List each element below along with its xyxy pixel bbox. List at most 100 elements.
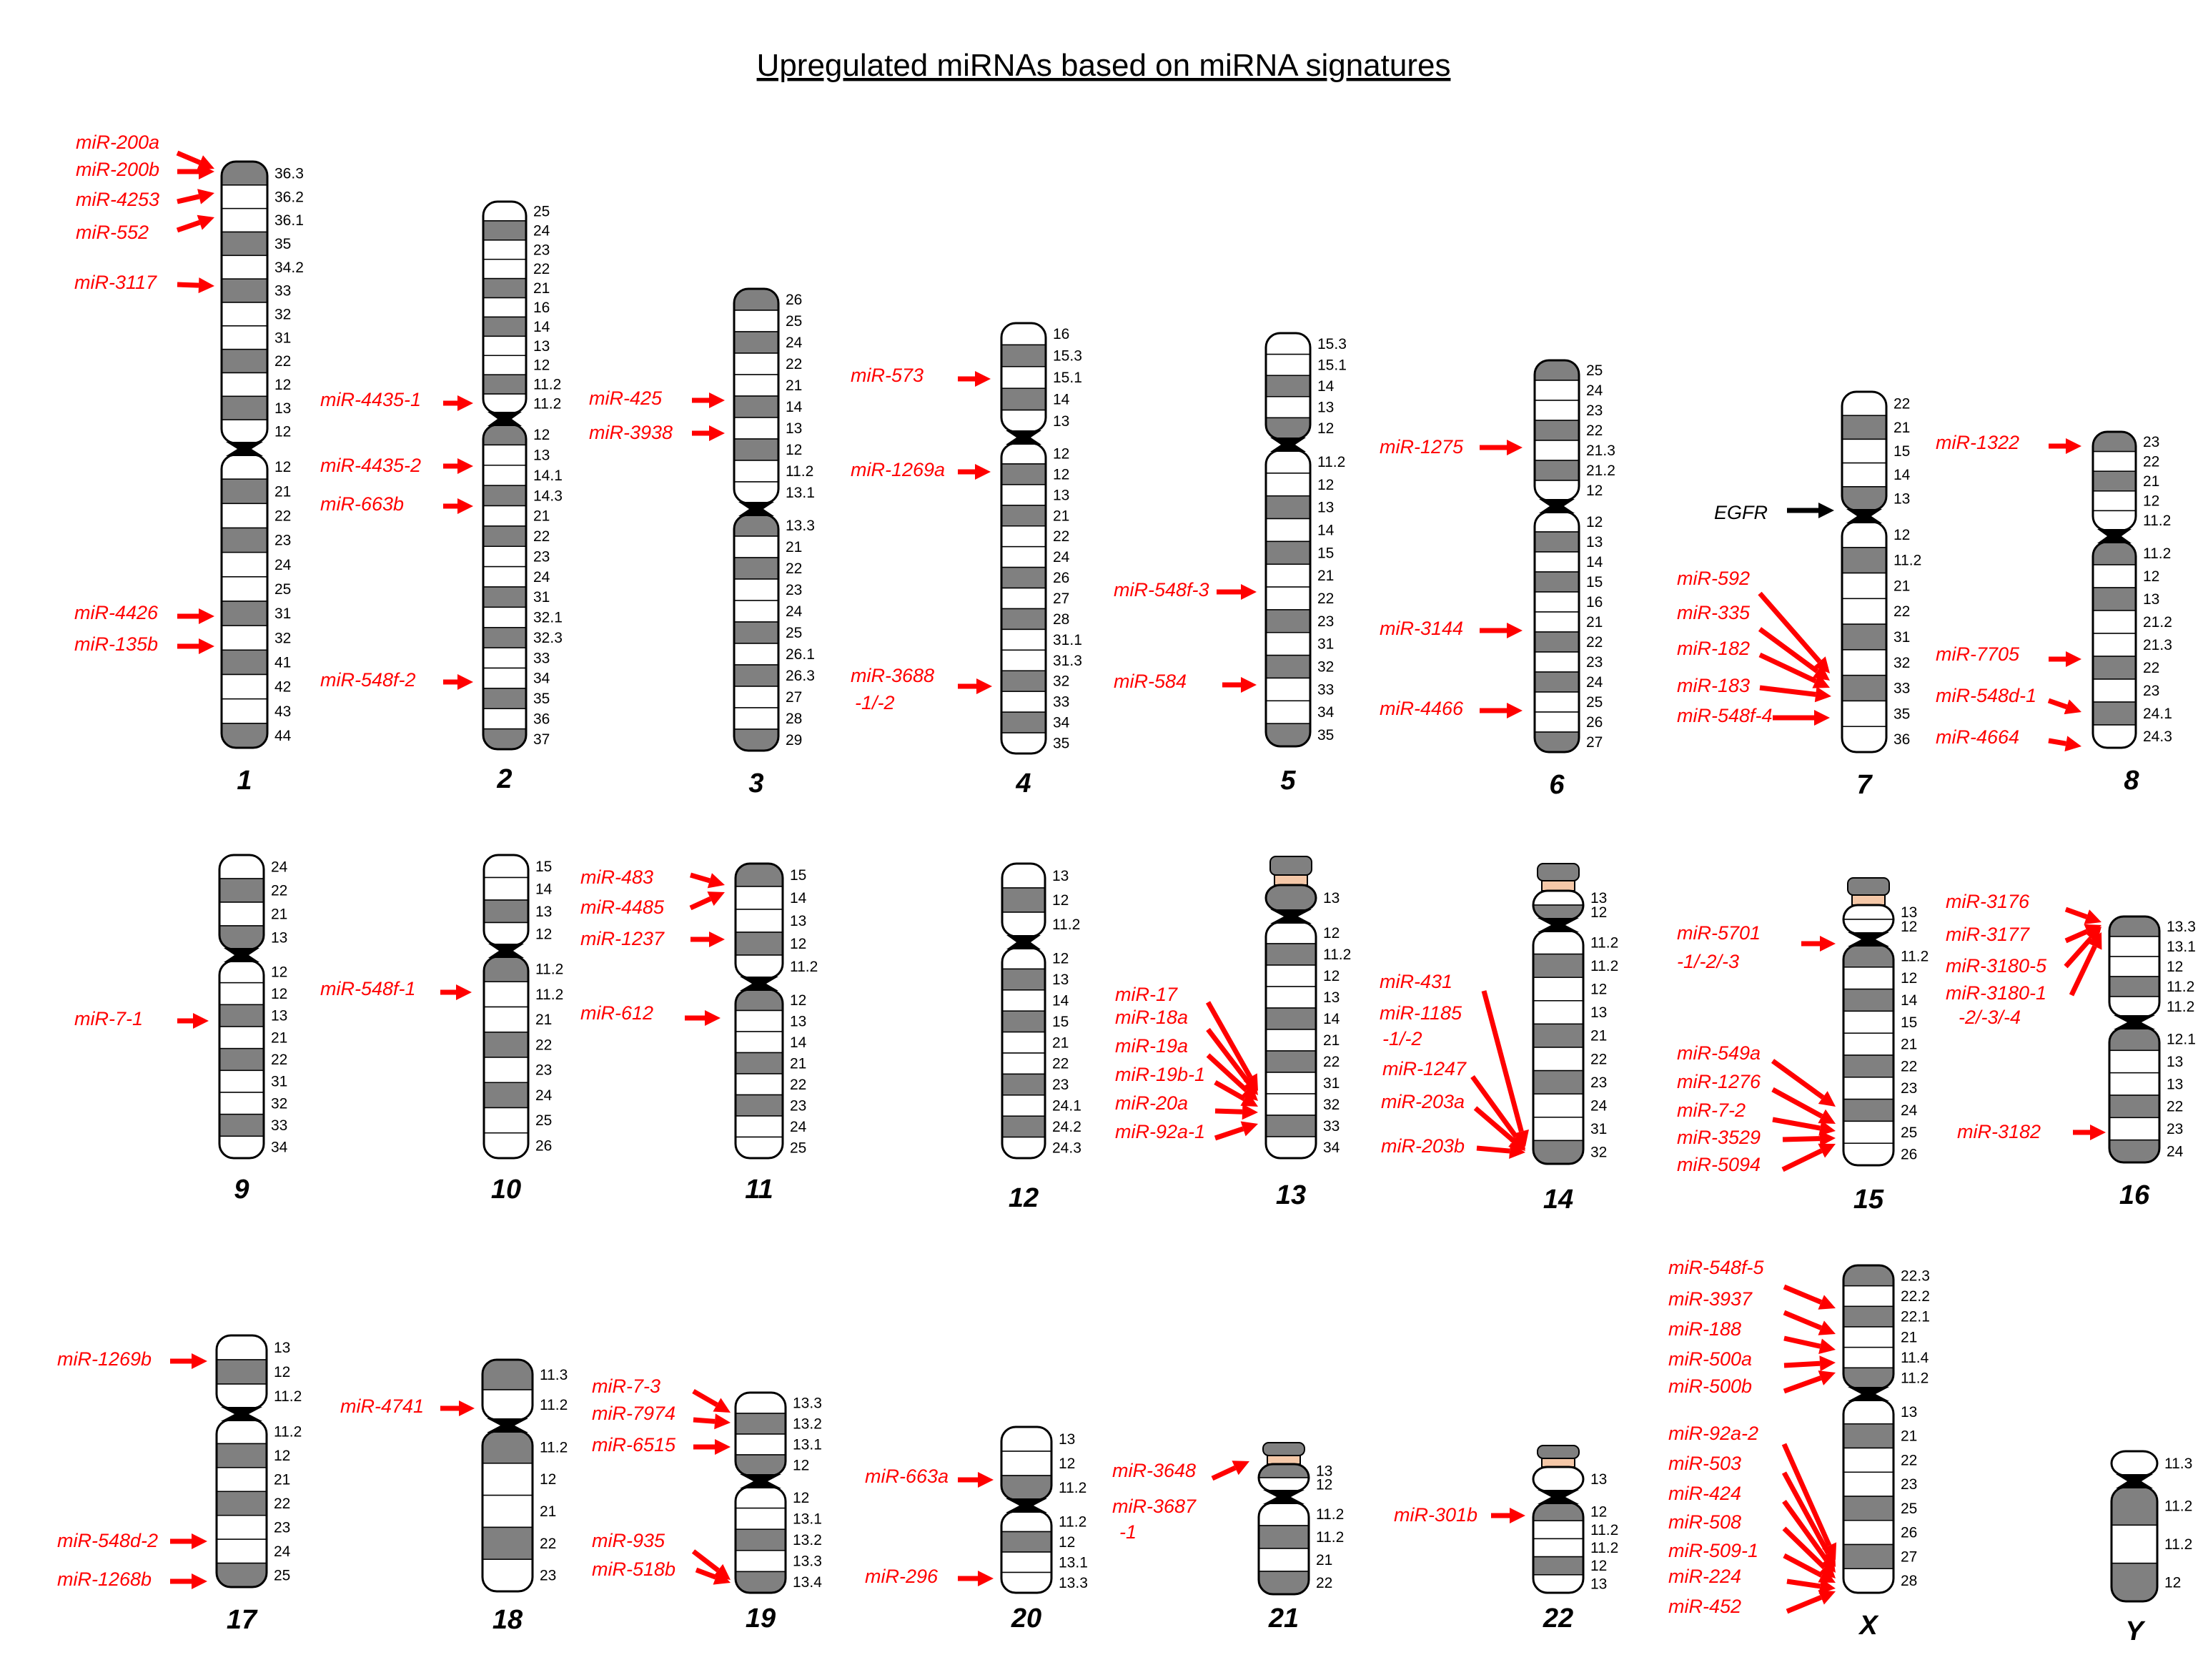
centromere (1538, 1490, 1579, 1504)
band-label: 36.2 (274, 189, 304, 205)
chromosome-band (1843, 1472, 1893, 1496)
chromosome-band (2093, 565, 2136, 588)
chromosome-band (1843, 1368, 1893, 1388)
band-label: 22 (1053, 528, 1069, 545)
band-label: 36 (1893, 731, 1910, 748)
band-label: 29 (786, 732, 802, 748)
band-label: 12 (1590, 1558, 1607, 1574)
mirna-label: -1 (1119, 1521, 1137, 1543)
mirna-label: miR-5094 (1677, 1154, 1761, 1175)
band-label: 24 (533, 569, 550, 585)
band-label: 15 (1901, 1014, 1917, 1031)
chromosome-band (217, 1335, 267, 1360)
chromosome-band (734, 622, 778, 643)
chromosome-11: 1514131211.2121314212223242511miR-483miR… (580, 864, 818, 1205)
chromosome-band (482, 1390, 533, 1420)
band-label: 26.1 (786, 646, 815, 663)
chromosome-14: 131211.211.2121321222324313214miR-431miR… (1380, 864, 1618, 1215)
band-label: 13 (535, 904, 552, 920)
mirna-label: miR-584 (1114, 671, 1187, 692)
band-label: 26.3 (786, 668, 815, 684)
band-label: 14.3 (533, 488, 563, 504)
chromosome-band (222, 373, 267, 397)
chromosome-band (2093, 702, 2136, 725)
band-label: 13 (1053, 487, 1069, 503)
chromosome-band (1533, 1047, 1583, 1071)
satellite (1538, 1446, 1579, 1458)
chromosome-band (484, 1108, 528, 1133)
band-label: 23 (2143, 434, 2159, 450)
band-label: 13 (2143, 591, 2159, 608)
band-label: 11.2 (1052, 916, 1080, 933)
arrow-shaft (2066, 909, 2086, 917)
band-label: 33 (1053, 694, 1069, 711)
centromere (221, 1407, 262, 1421)
chromosome-band (484, 1133, 528, 1158)
chromosome-band (1259, 1503, 1309, 1526)
band-label: 34 (271, 1140, 288, 1156)
chromosome-band (484, 1007, 528, 1032)
band-label: 22 (533, 261, 550, 277)
mirna-label: miR-4253 (76, 189, 159, 210)
arrow-shaft (1784, 1287, 1821, 1303)
band-label: 11.2 (1590, 1522, 1618, 1538)
chromosome-15: 131211.212141521222324252615miR-5701-1/-… (1677, 878, 1929, 1215)
arrow-head (459, 1400, 475, 1416)
arrow-head (199, 277, 214, 293)
band-label: 25 (535, 1112, 552, 1129)
band-label: 21 (1893, 578, 1910, 594)
arrow-shaft (1760, 688, 1816, 694)
chromosome-name: 14 (1543, 1185, 1573, 1215)
chromosome-band (483, 375, 526, 394)
chromosome-band (1843, 1306, 1893, 1327)
chromosome-y: 11.311.211.212Y (2112, 1451, 2192, 1646)
band-label: 12 (2143, 493, 2159, 510)
band-label: 15.3 (1053, 348, 1082, 365)
band-label: 14 (1893, 467, 1911, 483)
chromosome-band (222, 279, 267, 302)
mirna-label: miR-4485 (580, 896, 665, 918)
chromosome-band (222, 162, 267, 185)
arrow-head (975, 464, 991, 480)
chromosome-band (1843, 1121, 1893, 1143)
chromosome-band (484, 878, 528, 901)
band-label: 12 (1059, 1534, 1075, 1551)
band-label: 24.1 (1052, 1098, 1081, 1115)
chromosome-band (1535, 592, 1579, 612)
chromosome-band (483, 648, 526, 668)
chromosome-band (736, 864, 783, 886)
band-label: 22 (271, 1052, 287, 1068)
chromosome-band (734, 558, 778, 579)
chromosome-band (1002, 1032, 1045, 1053)
band-label: 21 (533, 280, 550, 297)
band-label: 32 (1590, 1145, 1607, 1161)
chromosome-band (222, 699, 267, 723)
arrow-head (456, 984, 472, 1000)
chromosome-band (482, 1360, 533, 1390)
chromosome-band (734, 310, 778, 332)
band-label: 22 (1590, 1051, 1607, 1067)
chromosome-band (2093, 611, 2136, 633)
band-label: 11.4 (1901, 1350, 1929, 1366)
chromosome-band (1002, 888, 1045, 912)
arrow-head (193, 1013, 209, 1029)
band-label: 13.1 (1059, 1554, 1088, 1571)
mirna-label: miR-188 (1668, 1318, 1741, 1340)
mirna-label: miR-18a (1115, 1007, 1188, 1028)
chromosome-band (1002, 990, 1045, 1011)
band-label: 12 (1323, 968, 1340, 984)
chromosome-band (484, 1082, 528, 1107)
band-label: 11.3 (2164, 1456, 2192, 1472)
mirna-label: miR-3688 (851, 665, 934, 686)
chromosome-band (2093, 491, 2136, 511)
band-label: 12 (1590, 982, 1607, 998)
mirna-label: -2/-3/-4 (1959, 1007, 2021, 1028)
band-label: 21 (1323, 1032, 1340, 1049)
mirna-label: miR-431 (1380, 971, 1452, 992)
centromere (2097, 529, 2132, 543)
chromosome-band (1266, 519, 1310, 542)
band-label: 22 (2143, 660, 2159, 676)
band-label: 33 (1323, 1118, 1340, 1135)
mirna-label: miR-3938 (589, 422, 673, 443)
arrow-head (976, 678, 992, 694)
